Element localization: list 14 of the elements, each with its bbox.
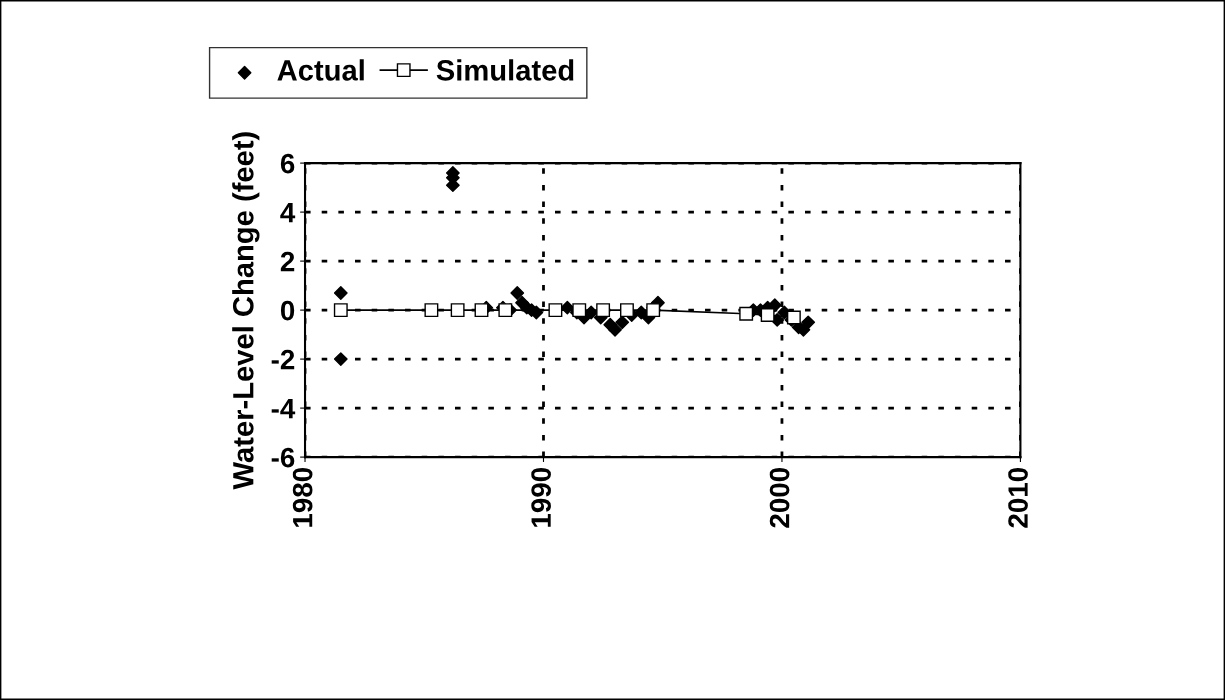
y-tick-label: -2 <box>271 349 295 370</box>
y-tick-label: -4 <box>271 399 296 419</box>
y-tick-label: 4 <box>280 203 296 223</box>
legend-label: Simulated <box>436 59 574 81</box>
x-tick-label: 2000 <box>769 467 790 528</box>
x-tick-label: 1980 <box>292 467 313 527</box>
y-tick-label: 0 <box>280 300 295 321</box>
y-tick-label: 6 <box>280 153 295 174</box>
x-tick-label: 1990 <box>531 467 551 527</box>
legend-label: Actual <box>277 59 364 81</box>
x-tick-label: 2010 <box>1008 467 1028 528</box>
y-tick-label: 2 <box>280 251 295 272</box>
y-tick-label: -6 <box>271 447 295 468</box>
y-axis-title: Water-Level Change (feet) <box>232 132 260 490</box>
